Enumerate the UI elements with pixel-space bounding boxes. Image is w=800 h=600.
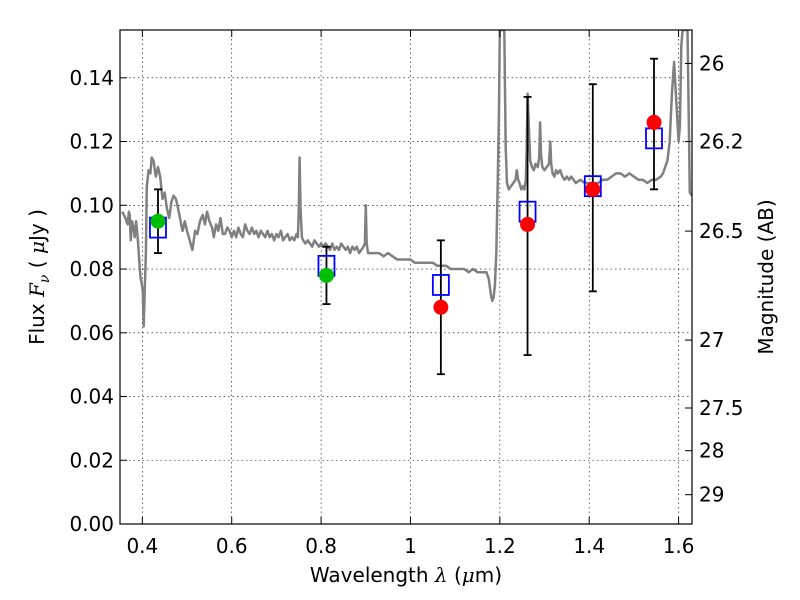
spectrum-line [121,30,692,328]
x-tick-label: 1.6 [663,534,695,558]
red-data-point [520,216,536,232]
x-tick-label: 0.8 [305,534,337,558]
markers-layer [149,57,663,376]
x-tick-label: 0.4 [126,534,158,558]
x-tick-label: 1.4 [573,534,605,558]
red-data-point [646,114,662,130]
spectrum-layer [121,30,692,328]
axis-ticks: 0.4 0.6 0.8 1 1.2 1.4 1.6 0.00 0.02 0.04 0.06 0.08 0… [69,30,744,558]
y-tick-label: 0.12 [69,130,114,154]
y2-tick-label: 27 [699,328,724,352]
y-tick-label: 0.02 [69,448,114,472]
x-tick-label: 1.2 [484,534,516,558]
y2-tick-label: 28 [699,439,724,463]
green-data-point [318,267,334,283]
y-axis-title: Flux Fν ( μJy ) [25,209,53,345]
red-data-point [585,181,601,197]
x-tick-label: 0.6 [216,534,248,558]
y2-tick-label: 26.5 [699,219,744,243]
y2-tick-label: 26.2 [699,130,744,154]
plot-frame [119,29,693,525]
y-tick-label: 0.08 [69,257,114,281]
y-tick-label: 0.10 [69,193,114,217]
model-square [431,274,450,296]
y2-axis-title: Magnitude (AB) [754,199,778,354]
y-tick-label: 0.06 [69,321,114,345]
x-tick-label: 1 [404,534,417,558]
red-data-point [433,299,449,315]
y2-tick-label: 26 [699,51,724,75]
y2-tick-label: 29 [699,483,724,507]
y-tick-label: 0.00 [69,512,114,536]
y-tick-label: 0.14 [69,66,114,90]
y2-tick-label: 27.5 [699,396,744,420]
x-axis-title: Wavelength λ (μm) [310,563,502,587]
green-data-point [150,213,166,229]
y-tick-label: 0.04 [69,385,114,409]
